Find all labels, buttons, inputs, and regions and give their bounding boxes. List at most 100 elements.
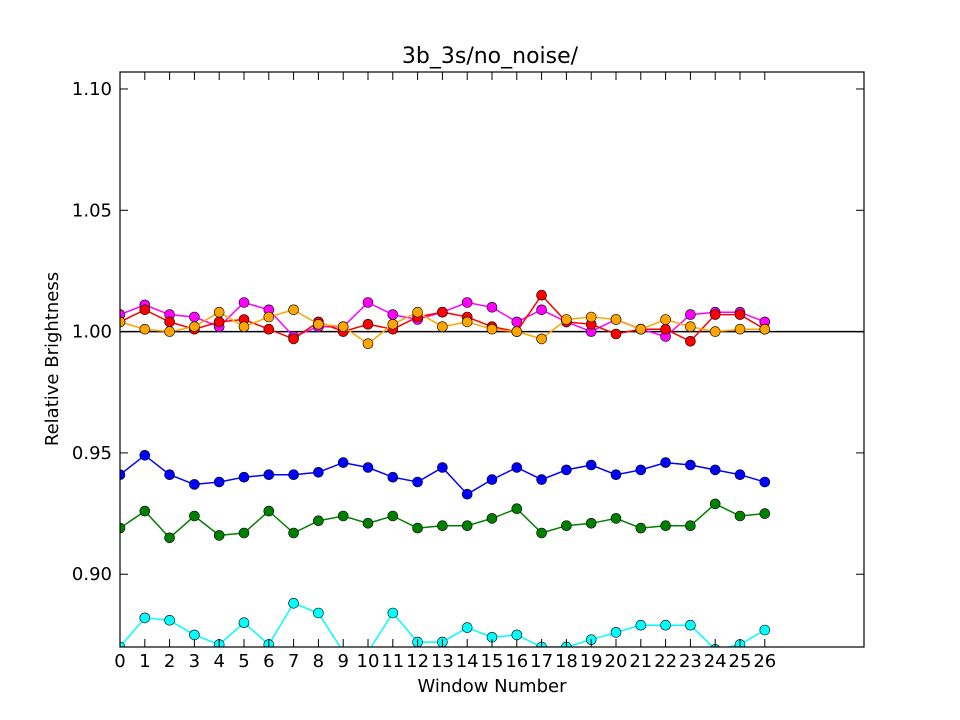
x-tick-label: 25 xyxy=(729,651,752,672)
y-tick-label: 0.90 xyxy=(72,564,112,585)
data-point xyxy=(189,311,200,323)
data-point xyxy=(437,462,448,473)
x-tick-label: 5 xyxy=(238,651,249,672)
data-point xyxy=(337,321,349,333)
data-point xyxy=(461,297,473,308)
data-point xyxy=(120,316,126,328)
data-point xyxy=(313,607,324,619)
data-point xyxy=(387,471,399,483)
x-tick-label: 7 xyxy=(288,651,299,672)
data-point xyxy=(120,469,126,480)
data-point xyxy=(213,476,225,488)
data-point xyxy=(734,309,746,320)
chart-title: 3b_3s/no_noise/ xyxy=(402,44,579,69)
data-point xyxy=(685,335,696,347)
data-point xyxy=(685,619,696,631)
data-point xyxy=(288,304,299,316)
data-point xyxy=(362,297,374,308)
data-point xyxy=(660,520,671,532)
data-point xyxy=(213,530,225,541)
data-point xyxy=(387,309,399,320)
data-point xyxy=(536,304,547,316)
data-point xyxy=(238,527,250,539)
x-tick-label: 19 xyxy=(580,651,603,672)
data-point xyxy=(313,466,324,478)
data-point xyxy=(437,321,448,333)
data-point xyxy=(536,474,547,485)
x-tick-label: 18 xyxy=(555,651,578,672)
y-axis-label: Relative Brightness xyxy=(42,272,63,446)
x-tick-label: 0 xyxy=(114,651,125,672)
data-point xyxy=(139,304,151,316)
data-point xyxy=(585,311,597,323)
data-point xyxy=(635,323,647,335)
data-point xyxy=(511,629,523,641)
data-point xyxy=(759,476,771,488)
data-point xyxy=(610,627,622,638)
data-point xyxy=(585,459,597,471)
x-tick-label: 14 xyxy=(456,651,479,672)
data-point xyxy=(238,617,250,629)
data-point xyxy=(536,289,547,301)
x-tick-label: 8 xyxy=(313,651,324,672)
x-tick-label: 6 xyxy=(263,651,274,672)
data-point xyxy=(660,619,671,631)
x-tick-label: 2 xyxy=(164,651,175,672)
data-point xyxy=(610,513,622,524)
data-point xyxy=(437,520,448,532)
data-point xyxy=(461,488,473,500)
data-point xyxy=(561,464,572,476)
data-point xyxy=(238,471,250,483)
data-point xyxy=(412,522,423,534)
data-point xyxy=(288,469,299,481)
x-tick-label: 16 xyxy=(505,651,528,672)
data-point xyxy=(164,614,175,626)
data-point xyxy=(263,311,275,323)
data-point xyxy=(685,309,696,320)
data-point xyxy=(189,510,200,522)
data-point xyxy=(610,469,622,481)
data-point xyxy=(660,457,671,468)
data-point xyxy=(263,505,275,517)
data-point xyxy=(313,318,324,330)
series-group xyxy=(120,289,864,647)
x-tick-label: 12 xyxy=(406,651,429,672)
y-tick-label: 1.10 xyxy=(72,79,112,100)
data-point xyxy=(238,321,250,333)
plot-background xyxy=(120,72,864,647)
data-point xyxy=(164,469,175,481)
x-tick-label: 21 xyxy=(629,651,652,672)
x-tick-label: 1 xyxy=(139,651,150,672)
data-point xyxy=(288,333,299,345)
data-point xyxy=(709,498,721,510)
data-point xyxy=(660,314,671,325)
x-tick-label: 13 xyxy=(431,651,454,672)
data-point xyxy=(536,527,547,539)
data-point xyxy=(164,316,175,328)
x-tick-label: 17 xyxy=(530,651,553,672)
x-tick-label: 11 xyxy=(381,651,404,672)
data-point xyxy=(337,457,349,468)
data-point xyxy=(585,517,597,529)
data-point xyxy=(139,323,151,335)
plot-area: 0 1 2 3 4 5 6 7 8 9 10 11 12 13 14 15 16 17 18 19 20 21 22 23 24… xyxy=(72,71,865,672)
data-point xyxy=(313,515,324,527)
data-point xyxy=(635,619,647,631)
data-point xyxy=(387,607,399,619)
data-point xyxy=(437,306,448,318)
data-point xyxy=(685,520,696,532)
data-point xyxy=(511,462,523,473)
series-3 xyxy=(120,304,771,350)
x-tick-label: 26 xyxy=(753,651,776,672)
x-tick-label: 4 xyxy=(213,651,224,672)
data-point xyxy=(139,505,151,517)
data-point xyxy=(511,503,523,515)
x-tick-label: 9 xyxy=(337,651,348,672)
data-point xyxy=(164,326,175,337)
data-point xyxy=(759,508,771,519)
data-point xyxy=(486,301,498,313)
data-point xyxy=(288,597,299,609)
data-point xyxy=(511,326,523,337)
data-point xyxy=(709,326,721,337)
